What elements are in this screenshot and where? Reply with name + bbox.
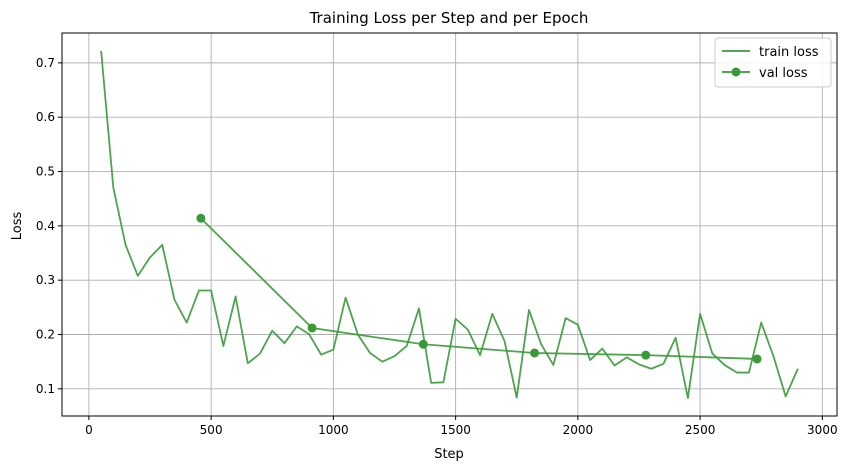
train-loss-line: [100, 50, 799, 399]
y-tick-label: 0.6: [36, 110, 55, 124]
legend-val-label: val loss: [759, 66, 808, 81]
val-loss-line: [200, 217, 758, 360]
y-tick-label: 0.5: [36, 165, 55, 179]
x-tick-label: 500: [200, 423, 223, 437]
y-axis-ticks: 0.1 0.2 0.3 0.4 0.5 0.6 0.7: [36, 56, 62, 396]
plot-lines: [100, 50, 799, 399]
legend-val-marker: [731, 67, 741, 77]
val-loss-point: [530, 348, 540, 358]
x-tick-label: 2500: [685, 423, 716, 437]
x-tick-label: 3000: [807, 423, 838, 437]
val-loss-point: [418, 339, 428, 349]
y-tick-label: 0.4: [36, 219, 55, 233]
plot-frame: [61, 32, 838, 417]
x-tick-label: 1500: [440, 423, 471, 437]
x-axis-ticks: 0 500 1000 1500 2000 2500 3000: [85, 416, 838, 437]
val-loss-point: [641, 350, 651, 360]
y-tick-label: 0.1: [36, 382, 55, 396]
x-tick-label: 0: [85, 423, 93, 437]
val-loss-point: [752, 354, 762, 364]
y-tick-label: 0.2: [36, 328, 55, 342]
chart-title: Training Loss per Step and per Epoch: [309, 9, 589, 27]
legend: train loss val loss: [714, 37, 832, 88]
x-tick-label: 2000: [563, 423, 594, 437]
y-tick-label: 0.7: [36, 56, 55, 70]
plot-markers: [196, 213, 762, 364]
legend-train-label: train loss: [759, 45, 819, 60]
y-tick-label: 0.3: [36, 273, 55, 287]
val-loss-point: [307, 323, 317, 333]
x-tick-label: 1000: [318, 423, 349, 437]
x-axis-title: Step: [434, 447, 464, 462]
val-loss-point: [196, 213, 206, 223]
y-axis-title: Loss: [10, 212, 25, 241]
grid: [62, 33, 837, 416]
